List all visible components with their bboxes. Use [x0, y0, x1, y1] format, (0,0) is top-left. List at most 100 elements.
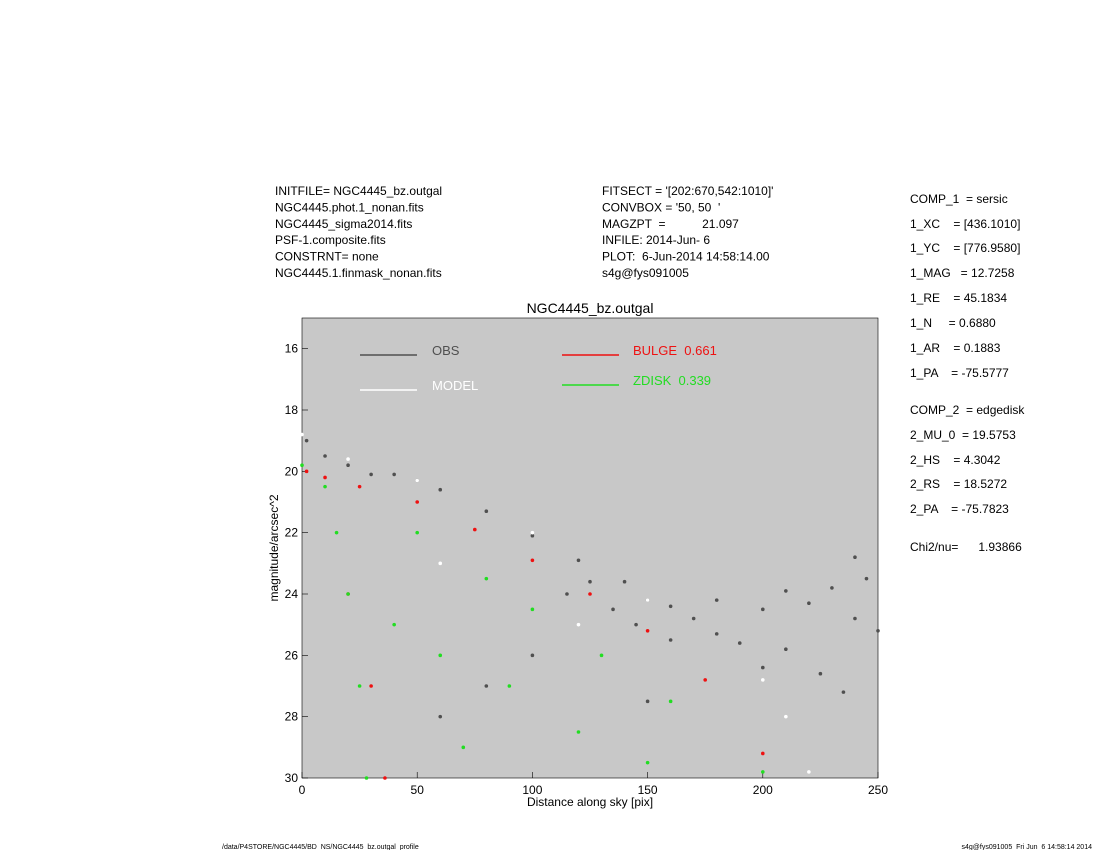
data-point [841, 690, 846, 694]
data-point [714, 632, 719, 636]
header-text: PSF-1.composite.fits [275, 233, 386, 247]
x-tick-label: 200 [753, 783, 773, 797]
parameter-text: 2_MU_0 = 19.5753 [910, 428, 1016, 442]
data-point [383, 776, 387, 780]
parameter-text: 1_PA = -75.5777 [910, 366, 1009, 380]
parameter-text: 1_RE = 45.1834 [910, 291, 1007, 305]
data-point [588, 579, 592, 584]
data-point [634, 622, 638, 627]
data-point [853, 555, 857, 559]
data-point [530, 533, 535, 538]
data-point [645, 760, 650, 765]
data-point [357, 684, 362, 688]
header-text: NGC4445_sigma2014.fits [275, 217, 412, 231]
parameter-text: COMP_2 = edgedisk [910, 403, 1025, 417]
parameter-text: 2_PA = -75.7823 [910, 502, 1009, 516]
data-point [300, 463, 304, 468]
data-point [304, 438, 309, 443]
plot-area [301, 317, 879, 779]
data-point [668, 638, 673, 642]
data-point [565, 592, 569, 596]
data-point [645, 598, 650, 602]
data-point [346, 457, 350, 461]
parameter-text: 2_HS = 4.3042 [910, 453, 1001, 467]
data-point [830, 586, 834, 590]
parameter-text: Chi2/nu= 1.93866 [910, 540, 1022, 554]
data-point [668, 604, 673, 609]
data-point [645, 629, 650, 633]
data-point [599, 653, 604, 658]
data-point [807, 601, 811, 605]
parameter-text: 1_YC = [776.9580] [910, 241, 1020, 255]
legend-label: MODEL [432, 378, 478, 393]
data-point [369, 684, 373, 688]
data-point [691, 616, 696, 621]
y-tick-label: 28 [285, 710, 299, 724]
data-point [737, 641, 742, 645]
data-point [818, 671, 823, 676]
y-tick-label: 26 [285, 648, 299, 662]
data-point [530, 607, 535, 612]
x-axis-label: Distance along sky [pix] [527, 795, 653, 809]
data-point [346, 592, 350, 596]
data-point [484, 576, 489, 581]
y-tick-label: 16 [285, 342, 299, 356]
header-text: CONVBOX = '50, 50 ' [602, 200, 720, 214]
data-point [415, 478, 420, 483]
data-point [300, 432, 304, 437]
data-point [645, 699, 650, 704]
y-tick-label: 20 [285, 464, 299, 478]
y-tick-label: 30 [285, 771, 299, 785]
legend-label: OBS [432, 343, 460, 358]
legend-label: BULGE 0.661 [633, 343, 717, 358]
y-tick-label: 24 [285, 587, 299, 601]
data-point [784, 589, 788, 593]
header-text: CONSTRNT= none [275, 250, 379, 264]
data-point [346, 463, 350, 468]
data-point [530, 653, 535, 658]
y-axis-label: magnitude/arcsec^2 [267, 494, 281, 601]
data-point [588, 592, 592, 596]
data-point [576, 622, 581, 627]
data-point [507, 684, 512, 688]
header-text: INFILE: 2014-Jun- 6 [602, 233, 710, 247]
parameter-text: 1_AR = 0.1883 [910, 341, 1001, 355]
data-point [622, 579, 627, 584]
data-point [668, 699, 673, 704]
data-point [323, 454, 327, 458]
x-tick-label: 50 [411, 783, 425, 797]
data-point [611, 607, 615, 612]
data-point [392, 472, 396, 477]
footer-text: s4g@fys091005 Fri Jun 6 14:58:14 2014 [962, 844, 1093, 850]
x-tick-label: 250 [868, 783, 888, 797]
data-point [576, 558, 581, 563]
header-text: FITSECT = '[202:670,542:1010]' [602, 184, 773, 198]
parameter-text: 1_XC = [436.1010] [910, 217, 1020, 231]
data-point [853, 616, 857, 621]
chart-title: NGC4445_bz.outgal [527, 300, 654, 316]
data-point [415, 530, 420, 535]
parameter-text: 1_MAG = 12.7258 [910, 266, 1015, 280]
data-point [304, 469, 309, 474]
data-point [761, 678, 765, 682]
data-point [807, 770, 811, 774]
data-point [357, 484, 362, 489]
data-point [364, 776, 369, 780]
header-text: s4g@fys091005 [602, 266, 689, 280]
data-point [876, 629, 880, 633]
data-point [530, 558, 535, 563]
data-point [438, 653, 443, 658]
header-text: MAGZPT = 21.097 [602, 217, 739, 231]
header-text: NGC4445.phot.1_nonan.fits [275, 200, 424, 214]
x-tick-label: 100 [522, 783, 542, 797]
data-point [438, 487, 443, 492]
header-text: PLOT: 6-Jun-2014 14:58:14.00 [602, 250, 770, 264]
data-point [576, 730, 581, 734]
data-point [761, 770, 765, 774]
data-point [438, 714, 443, 719]
data-point [334, 530, 339, 535]
parameter-text: 1_N = 0.6880 [910, 316, 996, 330]
legend-label: ZDISK 0.339 [633, 373, 711, 388]
header-text: NGC4445.1.finmask_nonan.fits [275, 266, 442, 280]
